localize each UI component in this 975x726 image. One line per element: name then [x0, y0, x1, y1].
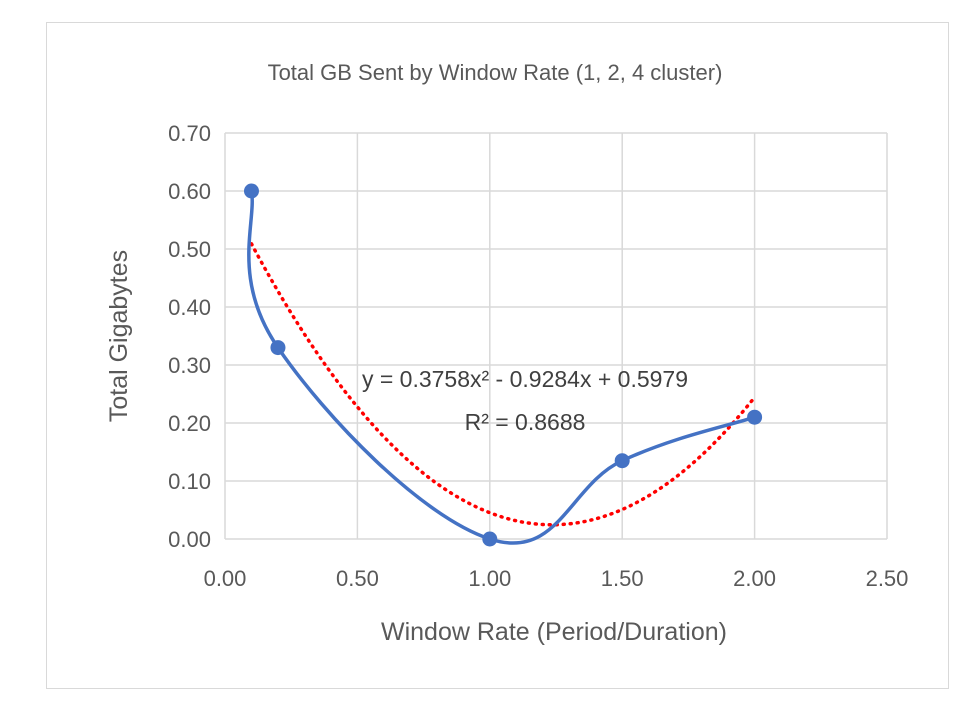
x-tick-label: 0.50	[336, 566, 379, 591]
data-point	[243, 183, 259, 199]
y-tick-label: 0.40	[168, 295, 211, 320]
y-axis-title: Total Gigabytes	[105, 250, 133, 422]
y-tick-label: 0.30	[168, 353, 211, 378]
x-tick-label: 2.00	[733, 566, 776, 591]
data-point	[270, 340, 286, 356]
y-tick-label: 0.50	[168, 237, 211, 262]
data-point	[747, 409, 763, 425]
tick-labels: 0.00 0.10 0.20 0.30 0.40 0.50 0.60 0.70 0.00 0.50…	[168, 121, 908, 591]
trendline-path	[249, 242, 757, 527]
x-tick-label: 2.50	[866, 566, 909, 591]
data-point	[614, 453, 630, 469]
trendline	[249, 242, 757, 527]
series-line	[247, 189, 757, 545]
y-tick-label: 0.10	[168, 469, 211, 494]
chart-title: Total GB Sent by Window Rate (1, 2, 4 cl…	[268, 60, 723, 85]
trendline-equation: y = 0.3758x² - 0.9284x + 0.5979	[362, 366, 688, 392]
y-tick-label: 0.00	[168, 527, 211, 552]
x-tick-label: 0.00	[204, 566, 247, 591]
y-tick-label: 0.20	[168, 411, 211, 436]
x-tick-label: 1.50	[601, 566, 644, 591]
y-tick-label: 0.60	[168, 179, 211, 204]
trendline-r-squared: R² = 0.8688	[465, 409, 586, 435]
x-tick-label: 1.00	[468, 566, 511, 591]
series	[243, 183, 763, 547]
x-axis-title: Window Rate (Period/Duration)	[381, 618, 727, 646]
gridlines	[224, 132, 888, 540]
data-point	[482, 531, 498, 547]
y-tick-label: 0.70	[168, 121, 211, 146]
